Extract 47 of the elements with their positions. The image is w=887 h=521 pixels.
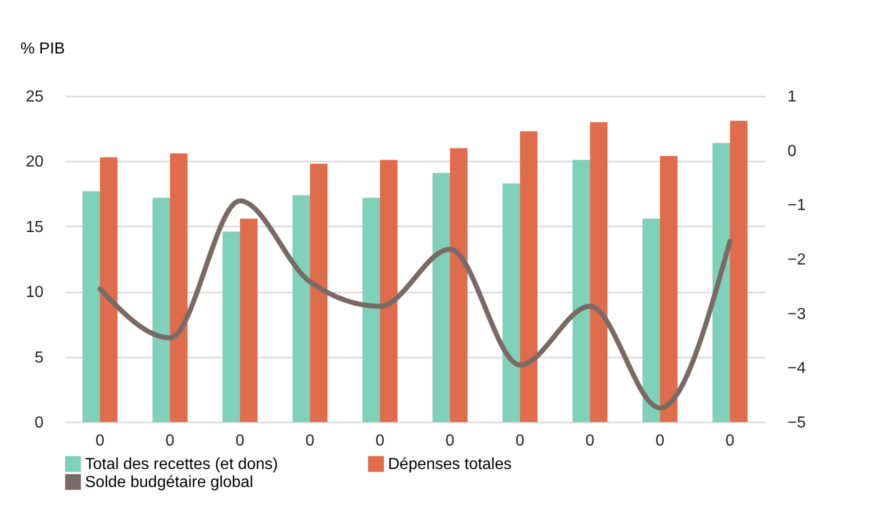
bar [100, 157, 118, 422]
bar [502, 183, 520, 422]
x-tick-label: 0 [306, 432, 315, 450]
y-tick-label: 20 [26, 154, 44, 171]
bar [660, 156, 678, 422]
y-tick-label: 5 [34, 349, 44, 366]
y2-tick-label: −1 [788, 197, 806, 214]
x-tick-label: 0 [726, 432, 735, 450]
bar [642, 218, 660, 422]
x-tick-label: 0 [166, 432, 175, 450]
legend-label: Dépenses totales [388, 456, 512, 473]
x-tick-label: 0 [96, 432, 105, 450]
y2-tick-label: 1 [788, 88, 796, 106]
y-axis-title: % PIB [20, 40, 65, 58]
legend-label: Solde budgétaire global [85, 474, 254, 491]
y2-tick-label: −3 [788, 306, 806, 323]
y-tick-label: 0 [34, 414, 44, 432]
bar [222, 232, 240, 422]
bar [82, 191, 100, 422]
bar [712, 142, 730, 422]
x-tick-label: 0 [236, 432, 245, 450]
bar [292, 195, 310, 422]
bar [310, 164, 328, 422]
x-tick-label: 0 [586, 432, 595, 450]
bar [520, 131, 538, 422]
bar [380, 160, 398, 422]
bar [152, 198, 170, 422]
bar [170, 153, 188, 422]
x-tick-label: 0 [516, 432, 525, 450]
bar [432, 172, 450, 422]
bar [572, 160, 590, 422]
y-tick-label: 15 [26, 218, 44, 236]
x-tick-label: 0 [656, 432, 665, 450]
x-tick-label: 0 [446, 432, 455, 450]
y-tick-label: 25 [26, 88, 44, 106]
bar [240, 218, 258, 422]
bar [450, 148, 468, 422]
y2-tick-label: 0 [788, 142, 796, 160]
y2-tick-label: −4 [788, 360, 806, 378]
bar [362, 198, 380, 422]
legend-label: Total des recettes (et dons) [85, 456, 278, 473]
bar [730, 120, 748, 422]
x-tick-label: 0 [376, 432, 385, 450]
y2-tick-label: −2 [788, 252, 806, 268]
bar [590, 122, 608, 422]
y-tick-label: 10 [26, 284, 44, 302]
y2-tick-label: −5 [788, 414, 806, 432]
